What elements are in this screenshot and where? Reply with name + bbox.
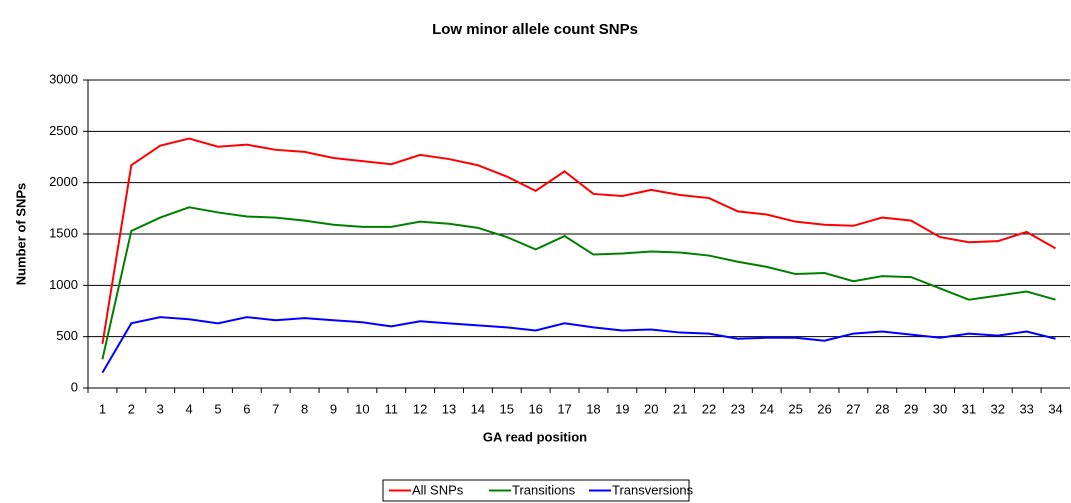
- series-line: [101, 137, 1057, 345]
- x-axis-title: GA read position: [483, 429, 587, 444]
- x-tick-label: 29: [904, 401, 918, 416]
- x-tick-label: 30: [933, 401, 947, 416]
- x-tick-label: 19: [615, 401, 629, 416]
- x-tick-label: 15: [500, 401, 514, 416]
- x-tick-label: 17: [557, 401, 571, 416]
- x-tick-label: 11: [385, 401, 399, 416]
- x-tick-label: 12: [413, 401, 427, 416]
- x-tick-label: 2: [128, 401, 135, 416]
- y-axis-title: Number of SNPs: [13, 183, 28, 286]
- x-tick-label: 13: [442, 401, 456, 416]
- legend-label: All SNPs: [412, 482, 464, 497]
- x-tick-label: 6: [243, 401, 250, 416]
- y-tick-label: 2500: [49, 123, 78, 138]
- x-tick-label: 22: [702, 401, 716, 416]
- x-tick-label: 10: [355, 401, 369, 416]
- x-tick-label: 4: [185, 401, 192, 416]
- x-tick-label: 21: [673, 401, 687, 416]
- x-tick-label: 18: [586, 401, 600, 416]
- legend-label: Transitions: [512, 482, 576, 497]
- x-tick-label: 3: [157, 401, 164, 416]
- y-tick-label: 1500: [49, 225, 78, 240]
- x-tick-label: 27: [846, 401, 860, 416]
- chart-title: Low minor allele count SNPs: [432, 21, 638, 38]
- x-tick-label: 34: [1048, 401, 1062, 416]
- y-tick-label: 1000: [49, 277, 78, 292]
- x-tick-label: 25: [788, 401, 802, 416]
- legend-label: Transversions: [612, 482, 694, 497]
- x-tick-label: 16: [528, 401, 542, 416]
- y-tick-label: 3000: [49, 71, 78, 86]
- x-tick-label: 32: [991, 401, 1005, 416]
- x-tick-label: 20: [644, 401, 658, 416]
- series-line: [101, 206, 1056, 360]
- x-tick-label: 28: [875, 401, 889, 416]
- series-line: [101, 316, 1056, 374]
- x-tick-label: 14: [471, 401, 485, 416]
- legend-box: [382, 479, 690, 502]
- x-tick-label: 26: [817, 401, 831, 416]
- x-tick-label: 5: [214, 401, 221, 416]
- x-tick-label: 9: [330, 401, 337, 416]
- y-tick-label: 2000: [49, 174, 78, 189]
- x-tick-label: 31: [962, 401, 976, 416]
- y-tick-label: 0: [71, 379, 78, 394]
- x-tick-label: 33: [1019, 401, 1033, 416]
- x-tick-label: 24: [760, 401, 774, 416]
- x-tick-label: 7: [272, 401, 279, 416]
- x-tick-label: 23: [731, 401, 745, 416]
- y-tick-label: 500: [56, 328, 78, 343]
- x-tick-label: 8: [301, 401, 308, 416]
- x-tick-label: 1: [99, 401, 106, 416]
